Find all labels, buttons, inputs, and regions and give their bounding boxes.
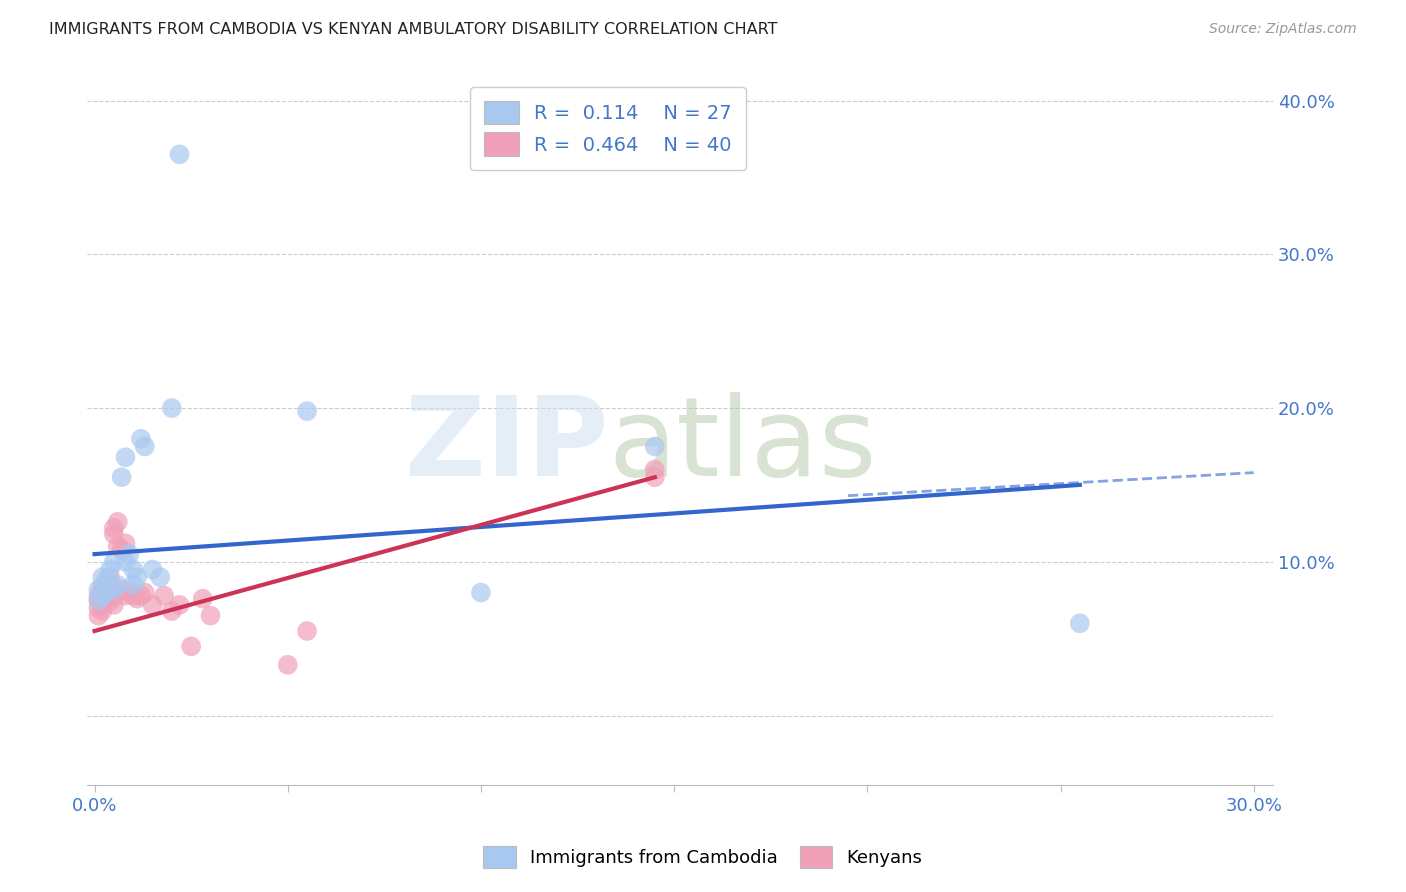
- Point: [94, 574, 117, 588]
- Legend: Immigrants from Cambodia, Kenyans: Immigrants from Cambodia, Kenyans: [472, 835, 934, 879]
- Text: ZIP: ZIP: [405, 392, 609, 499]
- Point: [114, 589, 136, 603]
- Point: [94, 582, 117, 597]
- Point: [169, 598, 191, 612]
- Point: [87, 582, 110, 597]
- Point: [153, 589, 176, 603]
- Point: [87, 589, 110, 603]
- Point: [134, 440, 156, 454]
- Point: [110, 582, 132, 597]
- Point: [141, 598, 163, 612]
- Point: [91, 585, 114, 599]
- Point: [114, 450, 136, 465]
- Point: [470, 585, 492, 599]
- Point: [87, 593, 110, 607]
- Point: [125, 570, 148, 584]
- Point: [149, 570, 172, 584]
- Point: [122, 578, 145, 592]
- Point: [103, 555, 125, 569]
- Point: [103, 598, 125, 612]
- Point: [114, 536, 136, 550]
- Text: Source: ZipAtlas.com: Source: ZipAtlas.com: [1209, 22, 1357, 37]
- Point: [91, 598, 114, 612]
- Point: [94, 585, 117, 599]
- Point: [107, 515, 129, 529]
- Point: [295, 404, 318, 418]
- Point: [91, 579, 114, 593]
- Point: [644, 462, 666, 476]
- Point: [1069, 616, 1091, 631]
- Point: [160, 604, 183, 618]
- Point: [644, 470, 666, 484]
- Point: [103, 582, 125, 597]
- Point: [114, 555, 136, 569]
- Point: [644, 440, 666, 454]
- Point: [103, 521, 125, 535]
- Point: [107, 578, 129, 592]
- Point: [160, 401, 183, 415]
- Point: [94, 589, 117, 603]
- Point: [129, 432, 152, 446]
- Point: [125, 591, 148, 606]
- Point: [91, 589, 114, 603]
- Point: [110, 470, 132, 484]
- Point: [91, 570, 114, 584]
- Point: [110, 542, 132, 557]
- Point: [122, 562, 145, 576]
- Point: [87, 601, 110, 615]
- Point: [118, 585, 141, 599]
- Point: [169, 147, 191, 161]
- Point: [98, 576, 121, 591]
- Point: [98, 562, 121, 576]
- Point: [134, 585, 156, 599]
- Text: atlas: atlas: [609, 392, 877, 499]
- Point: [103, 527, 125, 541]
- Point: [98, 570, 121, 584]
- Point: [295, 624, 318, 638]
- Point: [180, 640, 202, 654]
- Point: [129, 589, 152, 603]
- Point: [91, 604, 114, 618]
- Point: [200, 608, 222, 623]
- Point: [94, 591, 117, 606]
- Point: [141, 562, 163, 576]
- Legend: R =  0.114    N = 27, R =  0.464    N = 40: R = 0.114 N = 27, R = 0.464 N = 40: [470, 87, 745, 169]
- Point: [87, 608, 110, 623]
- Point: [277, 657, 299, 672]
- Text: IMMIGRANTS FROM CAMBODIA VS KENYAN AMBULATORY DISABILITY CORRELATION CHART: IMMIGRANTS FROM CAMBODIA VS KENYAN AMBUL…: [49, 22, 778, 37]
- Point: [191, 591, 214, 606]
- Point: [107, 540, 129, 554]
- Point: [98, 595, 121, 609]
- Point: [122, 589, 145, 603]
- Point: [103, 589, 125, 603]
- Point: [118, 547, 141, 561]
- Point: [87, 593, 110, 607]
